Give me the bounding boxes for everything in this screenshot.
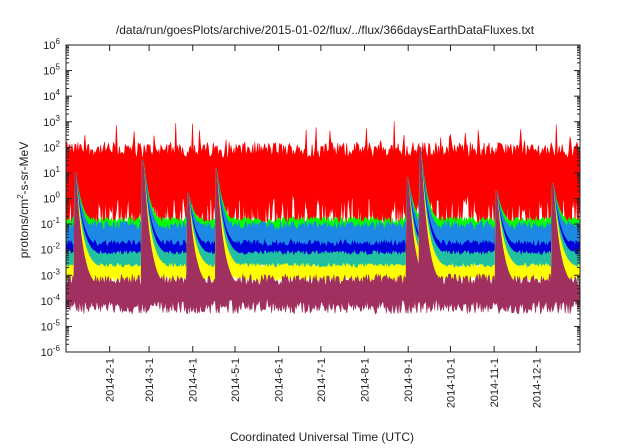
y-tick-label-base: 10: [41, 321, 53, 333]
y-tick-label-5: 10-1: [41, 216, 61, 231]
y-tick-label-10: 104: [43, 88, 60, 103]
y-tick-label-4: 10-2: [41, 242, 61, 257]
axes-layer: 10-610-510-410-310-210-11001011021031041…: [41, 37, 581, 408]
x-tick-label-0: 2014-2-1: [105, 358, 117, 402]
y-tick-label-exponent: -4: [53, 293, 61, 302]
y-axis-label-rest: -s-sr-MeV: [17, 142, 31, 195]
y-tick-label-7: 101: [43, 165, 60, 180]
y-tick-label-exponent: -5: [53, 318, 61, 327]
x-axis-label: Coordinated Universal Time (UTC): [230, 430, 414, 444]
y-tick-label-base: 10: [43, 168, 55, 180]
y-tick-label-base: 10: [43, 91, 55, 103]
y-tick-label-exponent: -1: [53, 216, 61, 225]
y-tick-label-3: 10-3: [41, 267, 61, 282]
x-tick-label-6: 2014-8-1: [360, 358, 372, 402]
y-tick-label-11: 105: [43, 63, 60, 78]
y-axis-label-main: protons/cm: [17, 199, 31, 258]
y-tick-label-base: 10: [41, 347, 53, 359]
y-tick-label-2: 10-4: [41, 293, 61, 308]
y-tick-label-exponent: -2: [53, 242, 61, 251]
y-tick-label-exponent: 5: [56, 63, 61, 72]
x-tick-label-9: 2014-11-1: [489, 358, 501, 407]
y-tick-label-base: 10: [43, 117, 55, 129]
y-tick-label-base: 10: [43, 66, 55, 78]
y-tick-label-base: 10: [41, 296, 53, 308]
y-tick-label-exponent: 0: [56, 191, 61, 200]
y-tick-label-base: 10: [41, 219, 53, 231]
y-tick-label-base: 10: [41, 245, 53, 257]
y-axis-label-sup: 2: [16, 194, 25, 199]
x-tick-label-1: 2014-3-1: [144, 358, 156, 402]
y-tick-label-0: 10-6: [41, 344, 61, 359]
y-tick-label-exponent: -6: [53, 344, 61, 353]
y-tick-label-6: 100: [43, 191, 60, 206]
x-tick-label-7: 2014-9-1: [403, 358, 415, 402]
y-tick-label-base: 10: [43, 142, 55, 154]
y-tick-label-1: 10-5: [41, 318, 61, 333]
y-tick-label-exponent: -3: [53, 267, 61, 276]
x-tick-label-8: 2014-10-1: [445, 358, 457, 408]
x-tick-label-10: 2014-12-1: [531, 358, 543, 408]
flux-series-7: [66, 147, 580, 315]
chart-title: /data/run/goesPlots/archive/2015-01-02/f…: [116, 23, 535, 37]
y-tick-label-base: 10: [41, 270, 53, 282]
y-tick-label-exponent: 6: [56, 37, 61, 46]
y-tick-label-exponent: 3: [56, 114, 61, 123]
y-tick-label-exponent: 1: [56, 165, 61, 174]
x-tick-label-4: 2014-6-1: [274, 358, 286, 402]
y-tick-label-8: 102: [43, 139, 60, 154]
x-tick-label-5: 2014-7-1: [316, 358, 328, 402]
y-tick-label-base: 10: [43, 194, 55, 206]
y-tick-label-9: 103: [43, 114, 60, 129]
y-tick-label-base: 10: [43, 40, 55, 52]
x-tick-label-2: 2014-4-1: [188, 358, 200, 402]
x-tick-label-3: 2014-5-1: [230, 358, 242, 402]
y-axis-label: protons/cm2-s-sr-MeV: [16, 142, 31, 258]
y-tick-label-exponent: 4: [56, 88, 61, 97]
y-tick-label-12: 106: [43, 37, 60, 52]
data-layer: [66, 121, 580, 315]
y-tick-label-exponent: 2: [56, 139, 61, 148]
